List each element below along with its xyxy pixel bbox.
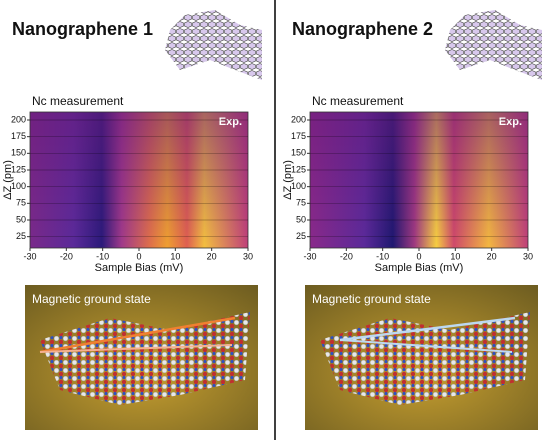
molecule-sketch — [165, 10, 262, 80]
image-caption: Magnetic ground state — [312, 292, 431, 306]
x-tick-label: -30 — [23, 251, 36, 261]
panel: Nanographene 1 Nc measurement Exp. -30 -20 -1… — [2, 10, 262, 430]
panel-title: Nanographene 1 — [12, 19, 153, 39]
panel-title: Nanographene 2 — [292, 19, 433, 39]
x-axis-label: Sample Bias (mV) — [375, 262, 464, 274]
y-tick-label: 75 — [16, 198, 26, 208]
y-tick-label: 100 — [291, 181, 306, 191]
y-tick-label: 150 — [291, 148, 306, 158]
x-tick-label: 0 — [416, 251, 421, 261]
heatmap-shade — [30, 112, 248, 248]
y-tick-label: 150 — [11, 148, 26, 158]
spin-arrow — [339, 339, 513, 353]
y-tick-label: 125 — [11, 164, 26, 174]
x-tick-label: 10 — [170, 251, 180, 261]
molecule-render — [40, 312, 250, 405]
molecule-sketch — [445, 10, 542, 80]
y-tick-label: 200 — [11, 114, 26, 124]
x-tick-label: -30 — [303, 251, 316, 261]
y-tick-label: 125 — [291, 164, 306, 174]
x-tick-label: 30 — [523, 251, 533, 261]
x-tick-label: -20 — [60, 251, 73, 261]
plot-label: Exp. — [499, 116, 522, 128]
x-tick-label: 30 — [243, 251, 253, 261]
y-tick-label: 100 — [11, 181, 26, 191]
image-caption: Magnetic ground state — [32, 292, 151, 306]
plot-title: Nc measurement — [312, 94, 404, 108]
x-tick-label: 20 — [207, 251, 217, 261]
x-axis-label: Sample Bias (mV) — [95, 262, 184, 274]
x-tick-label: -10 — [96, 251, 109, 261]
x-tick-label: -10 — [376, 251, 389, 261]
spin-arrow — [39, 344, 233, 353]
heatmap-shade — [310, 112, 528, 248]
y-axis-label: ΔZ (pm) — [2, 160, 14, 200]
y-tick-label: 175 — [291, 131, 306, 141]
spin-arrow — [339, 316, 516, 342]
x-tick-label: 10 — [450, 251, 460, 261]
y-tick-label: 200 — [291, 114, 306, 124]
y-tick-label: 50 — [296, 214, 306, 224]
plot-label: Exp. — [219, 116, 242, 128]
y-tick-label: 50 — [16, 214, 26, 224]
y-axis-label: ΔZ (pm) — [282, 160, 294, 200]
y-tick-label: 25 — [16, 231, 26, 241]
panel: Nanographene 2 Nc measurement Exp. -30 -20 -1… — [282, 10, 542, 430]
x-tick-label: 20 — [487, 251, 497, 261]
plot-title: Nc measurement — [32, 94, 124, 108]
spin-arrow — [39, 316, 236, 354]
y-tick-label: 175 — [11, 131, 26, 141]
y-tick-label: 25 — [296, 231, 306, 241]
y-tick-label: 75 — [296, 198, 306, 208]
x-tick-label: -20 — [340, 251, 353, 261]
x-tick-label: 0 — [136, 251, 141, 261]
